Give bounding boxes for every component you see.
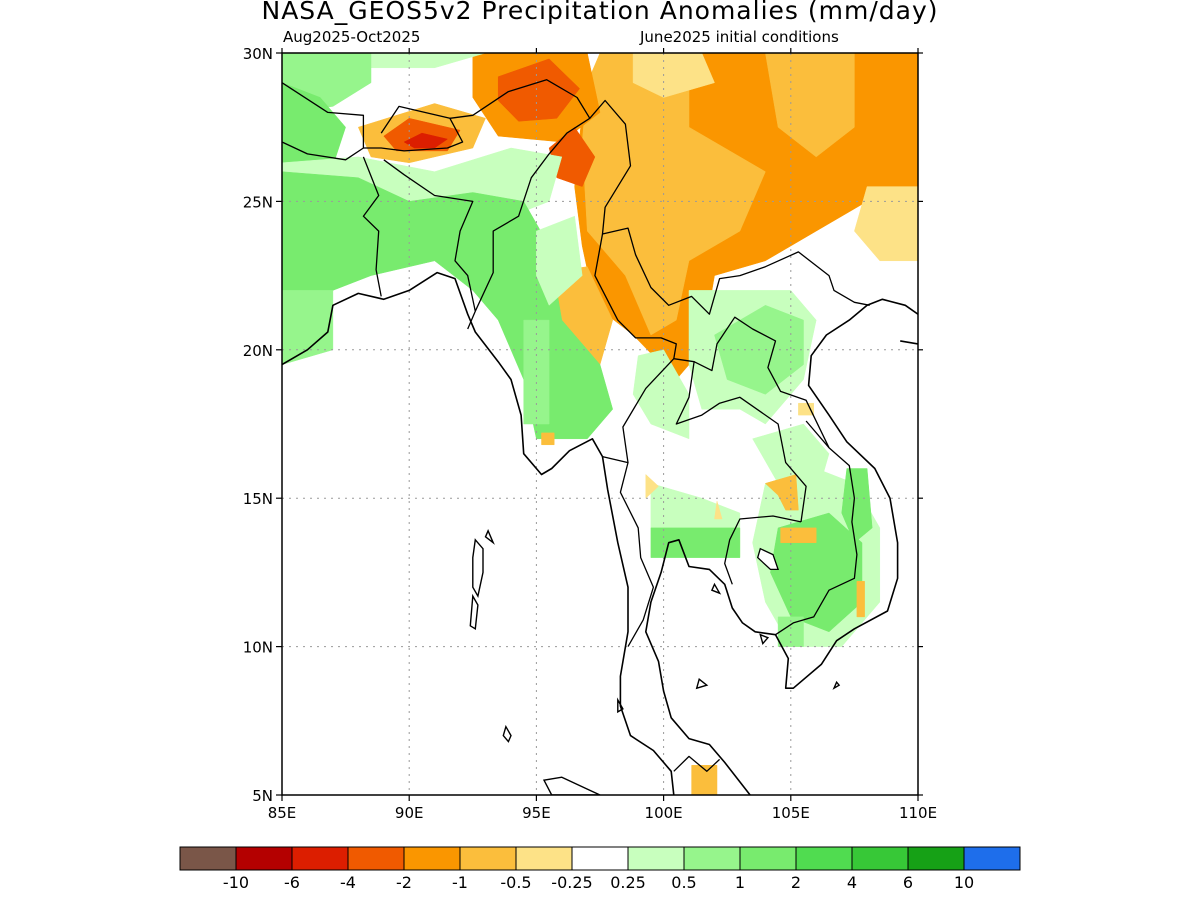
- anomaly-region-2: [765, 53, 855, 158]
- lake-outline: [756, 547, 780, 571]
- island-outline: [484, 529, 495, 545]
- colorbar-swatch: [683, 846, 741, 871]
- anomaly-region-20: [632, 349, 690, 440]
- colorbar-swatch: [795, 846, 853, 871]
- anomaly-region-25: [650, 527, 741, 558]
- y-tick-label: 25N: [243, 193, 273, 211]
- island-outline: [710, 582, 722, 595]
- country-border: [362, 156, 382, 297]
- country-border: [673, 755, 721, 772]
- anomaly-region-32: [645, 473, 659, 499]
- x-tick-label: 90E: [395, 804, 424, 822]
- initial-conditions-label: June2025 initial conditions: [640, 28, 839, 46]
- island-outline: [617, 697, 624, 714]
- colorbar-label: 0.25: [610, 873, 646, 892]
- plot-area: [282, 53, 918, 795]
- colorbar-swatch: [627, 846, 685, 871]
- island-outline: [502, 724, 512, 743]
- anomaly-region-10: [403, 132, 449, 149]
- y-tick-label: 5N: [252, 787, 273, 805]
- y-tick-label: 10N: [243, 639, 273, 657]
- country-border: [594, 233, 807, 522]
- y-tick-label: 20N: [243, 342, 273, 360]
- colorbar-swatch: [515, 846, 573, 871]
- coastline: [900, 340, 918, 345]
- anomaly-region-34: [798, 402, 814, 416]
- country-border: [724, 515, 802, 585]
- x-tick-label: 85E: [268, 804, 297, 822]
- country-border: [622, 358, 675, 463]
- colorbar-label: 10: [954, 873, 974, 892]
- coastline: [644, 298, 918, 795]
- country-border: [805, 420, 830, 449]
- x-tick-label: 100E: [645, 804, 683, 822]
- anomaly-region-30: [764, 474, 799, 511]
- anomaly-region-14: [282, 82, 346, 167]
- colorbar-swatch: [739, 846, 797, 871]
- island-outline: [695, 677, 709, 690]
- anomaly-region-19: [536, 215, 583, 306]
- anomaly-region-35: [691, 765, 718, 795]
- colorbar-label: 6: [903, 873, 913, 892]
- colorbar-label: -6: [284, 873, 300, 892]
- colorbar-swatch: [347, 846, 405, 871]
- anomaly-region-36: [856, 581, 865, 618]
- colorbar-label: -4: [340, 873, 356, 892]
- colorbar-swatch: [851, 846, 909, 871]
- island-outline: [469, 593, 479, 630]
- y-tick-label: 30N: [243, 45, 273, 63]
- anomaly-region-3: [632, 53, 715, 98]
- colorbar-swatch: [963, 846, 1021, 871]
- island-outline: [832, 680, 841, 690]
- x-tick-label: 110E: [899, 804, 937, 822]
- x-tick-label: 95E: [522, 804, 551, 822]
- anomaly-region-33: [714, 501, 723, 520]
- colorbar-label: -1: [452, 873, 468, 892]
- colorbar-label: 0.5: [671, 873, 696, 892]
- anomaly-region-29: [777, 616, 804, 647]
- country-border: [383, 159, 476, 330]
- anomaly-region-28: [841, 468, 873, 544]
- anomaly-region-18: [523, 319, 550, 425]
- chart-title: NASA_GEOS5v2 Precipitation Anomalies (mm…: [261, 0, 939, 25]
- colorbar-label: 1: [735, 873, 745, 892]
- island-outline: [759, 633, 770, 646]
- colorbar-swatch: [571, 846, 629, 871]
- anomaly-region-6: [497, 58, 580, 122]
- anomaly-region-31: [780, 527, 817, 543]
- coastline: [282, 271, 675, 795]
- colorbar-swatch: [179, 846, 237, 871]
- colorbar-label: 4: [847, 873, 857, 892]
- colorbar-label: -0.25: [551, 873, 592, 892]
- colorbar-label: 2: [791, 873, 801, 892]
- colorbar-label: -10: [223, 873, 249, 892]
- x-tick-label: 105E: [772, 804, 810, 822]
- plot-frame: [281, 52, 919, 796]
- y-tick-label: 15N: [243, 490, 273, 508]
- anomaly-region-4: [854, 186, 918, 262]
- colorbar-label: -2: [396, 873, 412, 892]
- island-outline: [472, 538, 484, 599]
- forecast-period-label: Aug2025-Oct2025: [283, 28, 421, 46]
- country-border: [602, 455, 655, 647]
- country-border: [589, 99, 870, 315]
- colorbar-swatch: [291, 846, 349, 871]
- anomaly-region-37: [541, 432, 555, 446]
- country-border: [449, 79, 591, 312]
- colorbar-swatch: [235, 846, 293, 871]
- country-border: [363, 105, 464, 152]
- colorbar-swatch: [907, 846, 965, 871]
- island-outline: [542, 776, 601, 795]
- colorbar-swatch: [459, 846, 517, 871]
- colorbar-label: -0.5: [500, 873, 531, 892]
- colorbar-swatch: [403, 846, 461, 871]
